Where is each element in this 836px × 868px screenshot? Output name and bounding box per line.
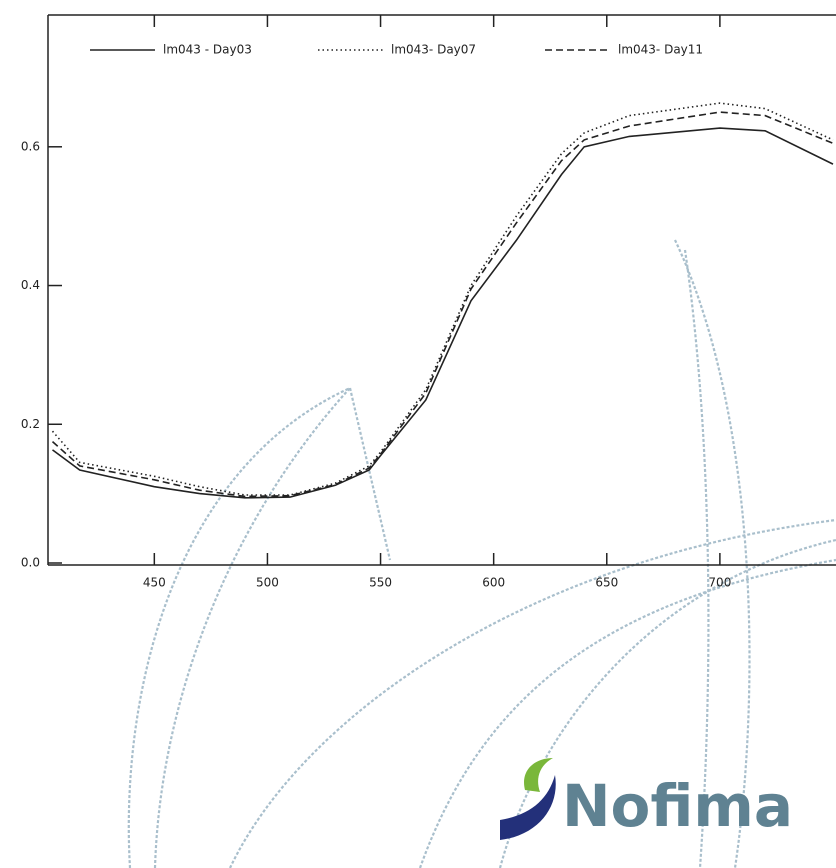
series-line — [52, 127, 834, 499]
x-tick-label: 600 — [482, 576, 505, 590]
background-decoration — [127, 239, 836, 868]
y-tick-label: 0.2 — [21, 417, 40, 431]
legend-label: lm043- Day07 — [391, 43, 476, 57]
y-tick-label: 0.0 — [21, 556, 40, 570]
y-tick-label: 0.4 — [21, 278, 40, 292]
logo: Nofima — [500, 758, 793, 840]
legend-label: lm043- Day11 — [618, 43, 703, 57]
legend-label: lm043 - Day03 — [163, 43, 252, 57]
y-tick-label: 0.6 — [21, 139, 40, 153]
x-tick-label: 650 — [595, 576, 618, 590]
x-tick-label: 550 — [369, 576, 392, 590]
x-tick-label: 450 — [143, 576, 166, 590]
logo-text: Nofima — [562, 772, 793, 840]
x-tick-label: 700 — [708, 576, 731, 590]
logo-leaf — [524, 758, 553, 792]
series-line — [51, 111, 834, 498]
series-line — [51, 102, 834, 496]
logo-swoosh — [500, 775, 556, 840]
x-tick-label: 500 — [256, 576, 279, 590]
plot: 450 500 550 600 650 700 0.0 0.2 0.4 0.6 lm043 - Da… — [21, 14, 836, 590]
